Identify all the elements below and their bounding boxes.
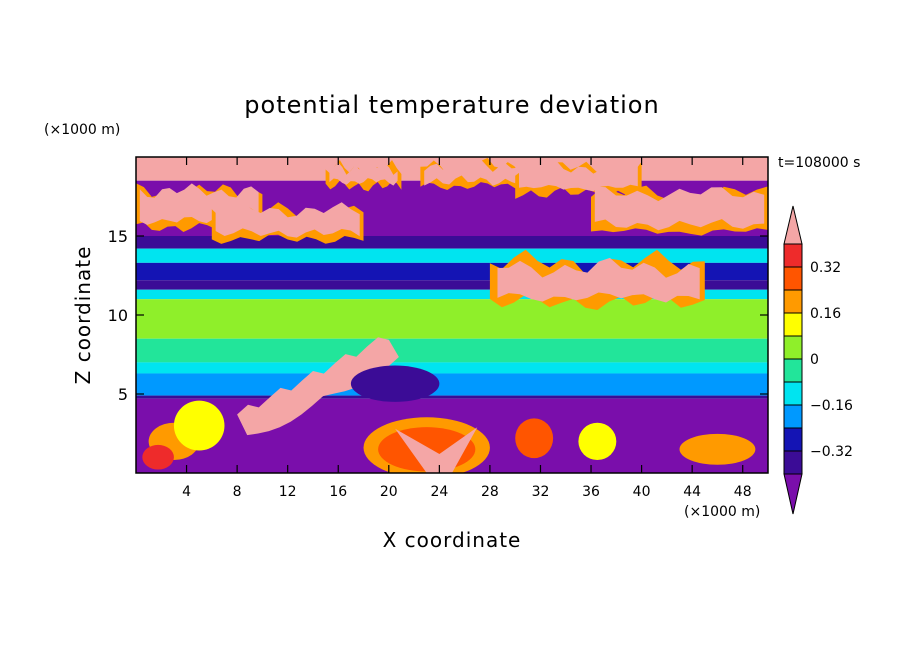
contour-layer [136, 299, 768, 339]
boundary-warm-blob [173, 400, 225, 451]
colorbar-label: 0.16 [810, 306, 841, 322]
colorbar-bin [783, 404, 803, 429]
x-tick-label: 4 [182, 484, 191, 500]
x-tick-label: 48 [734, 484, 752, 500]
colorbar-bin [783, 289, 803, 314]
colorbar-bin [783, 312, 803, 337]
boundary-warm-blob [515, 418, 554, 459]
x-tick-label: 16 [329, 484, 347, 500]
colorbar-bin [783, 358, 803, 383]
colorbar-bin [783, 427, 803, 452]
warm-streak [497, 257, 700, 303]
contour-layer [136, 280, 768, 290]
contour-layer [136, 248, 768, 263]
y-unit-label: (×1000 m) [44, 122, 120, 138]
x-tick-label: 40 [633, 484, 651, 500]
x-tick-label: 44 [683, 484, 701, 500]
colorbar-label: −0.16 [810, 398, 853, 414]
contour-layer [136, 289, 768, 300]
colorbar-bottom-triangle [783, 473, 803, 515]
x-axis: 4 8 12 16 20 24 28 32 36 40 44 48 [182, 157, 752, 500]
colorbar-bin [783, 381, 803, 406]
x-tick-label: 20 [380, 484, 398, 500]
boundary-warm-blob [578, 422, 617, 461]
x-tick-label: 12 [279, 484, 297, 500]
warm-cloud [424, 158, 524, 186]
colorbar: 0.32 0.16 0 −0.16 −0.32 [783, 205, 853, 515]
x-tick-label: 24 [430, 484, 448, 500]
colorbar-bin [783, 450, 803, 475]
chart-title: potential temperature deviation [244, 91, 659, 119]
x-tick-label: 36 [582, 484, 600, 500]
warm-streak-low [237, 337, 399, 436]
boundary-warm-core [395, 427, 478, 473]
x-tick-label: 28 [481, 484, 499, 500]
x-unit-label: (×1000 m) [684, 504, 760, 520]
x-tick-label: 8 [233, 484, 242, 500]
plot-area [136, 157, 768, 473]
contour-layer [136, 338, 768, 363]
colorbar-label: 0.32 [810, 260, 841, 276]
boundary-warm-blob [679, 433, 756, 465]
colorbar-label: 0 [810, 352, 819, 368]
y-axis-title: Z coordinate [71, 246, 95, 385]
contour-layer [136, 362, 768, 374]
cold-pool [350, 365, 440, 402]
y-tick-label: 5 [118, 385, 128, 404]
colorbar-bin [783, 243, 803, 268]
y-axis: 5 10 15 [108, 227, 768, 404]
boundary-warm-blob [142, 444, 174, 470]
colorbar-top-triangle [783, 205, 803, 245]
colorbar-bin [783, 335, 803, 360]
warm-cloud [215, 202, 360, 238]
y-tick-label: 15 [108, 227, 128, 246]
x-axis-title: X coordinate [383, 528, 522, 552]
warm-cloud [329, 160, 398, 186]
contour-layer [136, 373, 768, 396]
y-tick-label: 10 [108, 306, 128, 325]
warm-cloud [594, 186, 765, 231]
x-tick-label: 32 [532, 484, 550, 500]
colorbar-label: −0.32 [810, 444, 853, 460]
time-label: t=108000 s [778, 155, 860, 171]
warm-cloud [519, 160, 638, 192]
contour-layer [136, 395, 768, 399]
colorbar-bin [783, 266, 803, 291]
